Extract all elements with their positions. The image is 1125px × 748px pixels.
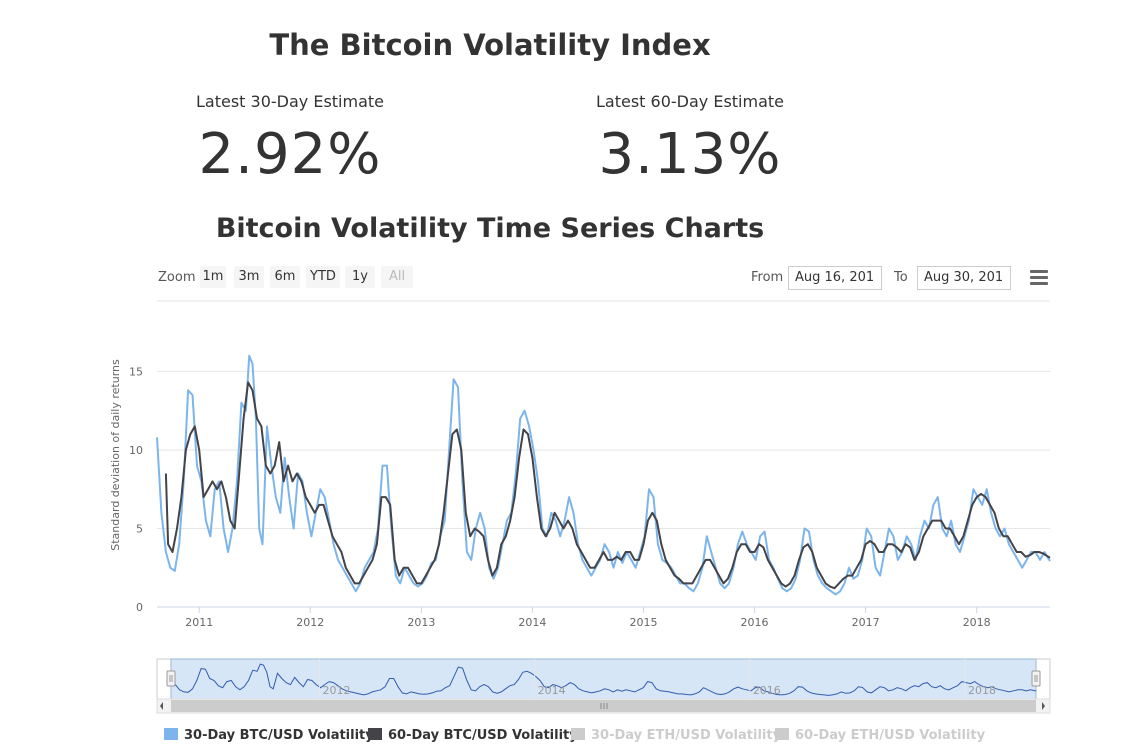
estimate-60d-label: Latest 60-Day Estimate (595, 92, 784, 111)
to-label: To (894, 270, 908, 285)
chart-section-title: Bitcoin Volatility Time Series Charts (215, 213, 765, 244)
y-tick-label: 10 (129, 444, 143, 457)
from-date-input[interactable] (788, 266, 882, 290)
x-tick-label: 2011 (185, 616, 213, 629)
x-tick-label: 2012 (296, 616, 324, 629)
to-date-input[interactable] (917, 266, 1011, 290)
legend-swatch (368, 728, 382, 740)
estimate-30d-value: 2.92% (198, 122, 382, 187)
x-tick-label: 2017 (852, 616, 880, 629)
zoom-1m-button[interactable]: 1m (200, 266, 226, 288)
estimate-30d-label: Latest 30-Day Estimate (195, 92, 384, 111)
navigator-series-line (170, 663, 1037, 696)
series-line-60-day-btc-usd-volatility[interactable] (164, 381, 1051, 590)
estimate-60d-value: 3.13% (598, 122, 782, 187)
navigator-left-handle[interactable] (166, 670, 176, 687)
scroll-left-icon[interactable] (160, 702, 163, 710)
legend-60d-eth[interactable]: 60-Day ETH/USD Volatility (775, 728, 985, 743)
legend-30d-eth[interactable]: 30-Day ETH/USD Volatility (571, 728, 781, 743)
zoom-3m-button[interactable]: 3m (234, 266, 264, 288)
legend-30d-btc[interactable]: 30-Day BTC/USD Volatility (164, 728, 374, 743)
x-tick-label: 2016 (741, 616, 769, 629)
y-tick-label: 15 (129, 365, 143, 378)
from-label: From (751, 270, 784, 285)
legend-60d-btc[interactable]: 60-Day BTC/USD Volatility (368, 728, 578, 743)
navigator-selection[interactable] (170, 658, 1037, 700)
x-tick-label: 2014 (518, 616, 546, 629)
y-tick-label: 5 (136, 522, 143, 535)
legend-swatch (775, 728, 789, 740)
zoom-ytd-button[interactable]: YTD (306, 266, 340, 288)
page-title: The Bitcoin Volatility Index (269, 28, 711, 62)
navigator-tick-label: 2018 (968, 684, 996, 697)
x-tick-label: 2018 (963, 616, 991, 629)
navigator-tick-label: 2014 (538, 684, 566, 697)
x-tick-label: 2013 (407, 616, 435, 629)
navigator-tick-label: 2016 (753, 684, 781, 697)
x-tick-label: 2015 (629, 616, 657, 629)
y-tick-label: 0 (136, 601, 143, 614)
legend-swatch (164, 728, 178, 740)
zoom-6m-button[interactable]: 6m (270, 266, 300, 288)
zoom-all-button[interactable]: All (381, 266, 413, 288)
navigator-tick-label: 2012 (322, 684, 350, 697)
scroll-right-icon[interactable] (1042, 702, 1045, 710)
zoom-label: Zoom (158, 270, 196, 285)
navigator-right-handle[interactable] (1031, 670, 1041, 687)
legend-swatch (571, 728, 585, 740)
zoom-1y-button[interactable]: 1y (345, 266, 375, 288)
chart-menu-icon[interactable] (1030, 270, 1048, 286)
y-axis-label: Standard deviation of daily returns (109, 359, 122, 551)
